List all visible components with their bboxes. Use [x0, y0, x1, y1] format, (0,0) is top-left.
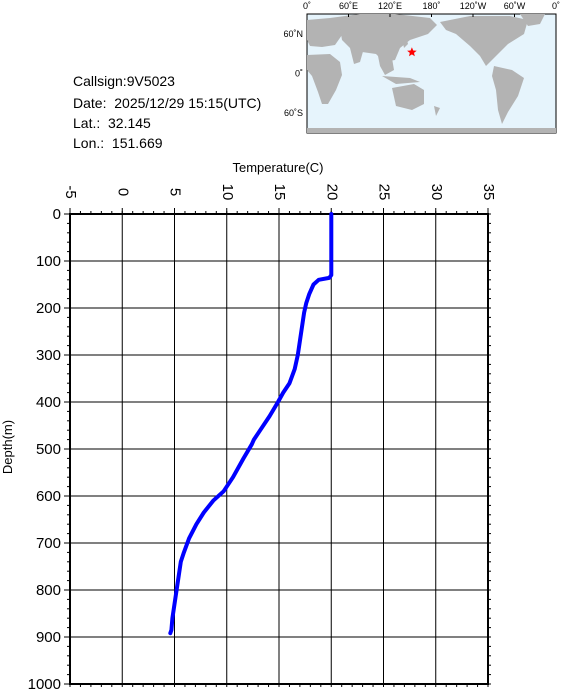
land-australia [392, 84, 424, 110]
x-tick-label: 15 [271, 184, 288, 201]
y-tick-label: 1000 [28, 676, 61, 690]
y-tick-label: 0 [53, 206, 61, 223]
minor-ticks [67, 211, 491, 687]
world-map: 0˚ 60˚E 120˚E 180˚ 120˚W 60˚W 0˚ 60˚N 0˚ 60˚S [283, 1, 560, 134]
y-axis-label: Depth(m) [0, 420, 15, 474]
map-lon-label: 180˚ [422, 1, 440, 11]
land-se-asia [378, 56, 394, 75]
temperature-profile-line [168, 212, 334, 636]
land-greenland [520, 14, 545, 26]
land-japan [402, 36, 408, 48]
map-lat-label: 60˚N [283, 29, 303, 39]
map-marker [407, 47, 417, 57]
lat-text: Lat.: 32.145 [73, 115, 151, 131]
land-europe [307, 18, 342, 47]
y-tick-label: 800 [36, 582, 61, 599]
land-south-america [492, 66, 524, 124]
map-lon-label: 60˚W [504, 1, 526, 11]
y-tick-label: 900 [36, 629, 61, 646]
y-tick-label: 500 [36, 441, 61, 458]
map-lon-label: 60˚E [339, 1, 358, 11]
x-tick-label: 30 [428, 184, 445, 201]
x-axis-label: Temperature(C) [232, 160, 323, 175]
map-land [307, 14, 556, 133]
grid [64, 208, 489, 685]
x-tick-label: 20 [323, 184, 340, 201]
land-india [350, 48, 364, 64]
x-tick-label: 5 [167, 188, 184, 196]
x-tick-label: 0 [114, 188, 131, 196]
date-text: Date: 2025/12/29 15:15(UTC) [73, 95, 262, 111]
y-tick-label: 100 [36, 253, 61, 270]
y-tick-labels: 0 100 200 300 400 500 600 700 800 900 1000 [28, 206, 61, 690]
y-tick-label: 300 [36, 347, 61, 364]
x-tick-label: 25 [376, 184, 393, 201]
map-top-labels: 0˚ 60˚E 120˚E 180˚ 120˚W 60˚W 0˚ [303, 1, 560, 11]
map-lat-label: 60˚S [284, 108, 303, 118]
x-tick-label: 35 [480, 184, 497, 201]
y-tick-label: 600 [36, 488, 61, 505]
y-tick-label: 700 [36, 535, 61, 552]
map-lat-label: 0˚ [295, 69, 303, 79]
map-graticule-ticks [306, 14, 557, 17]
x-tick-label: 10 [219, 184, 236, 201]
map-lon-label: 0˚ [303, 1, 311, 11]
land-indonesia [382, 76, 420, 84]
land-antarctica [307, 128, 556, 133]
map-lon-label: 120˚W [460, 1, 487, 11]
y-tick-label: 400 [36, 394, 61, 411]
x-tick-labels: -5 0 5 10 15 20 25 30 35 [62, 184, 497, 201]
y-tick-label: 200 [36, 300, 61, 317]
x-tick-label: -5 [62, 185, 79, 198]
map-lon-label: 120˚E [378, 1, 402, 11]
callsign-text: Callsign:9V5023 [73, 73, 175, 89]
location-star-marker [407, 47, 417, 57]
land-africa [307, 54, 342, 104]
plot-frame [69, 213, 489, 685]
land-nz [434, 106, 440, 116]
map-left-labels: 60˚N 0˚ 60˚S [283, 29, 303, 118]
map-lon-label: 0˚ [552, 1, 560, 11]
lon-text: Lon.: 151.669 [73, 135, 163, 151]
land-north-america [440, 16, 528, 66]
